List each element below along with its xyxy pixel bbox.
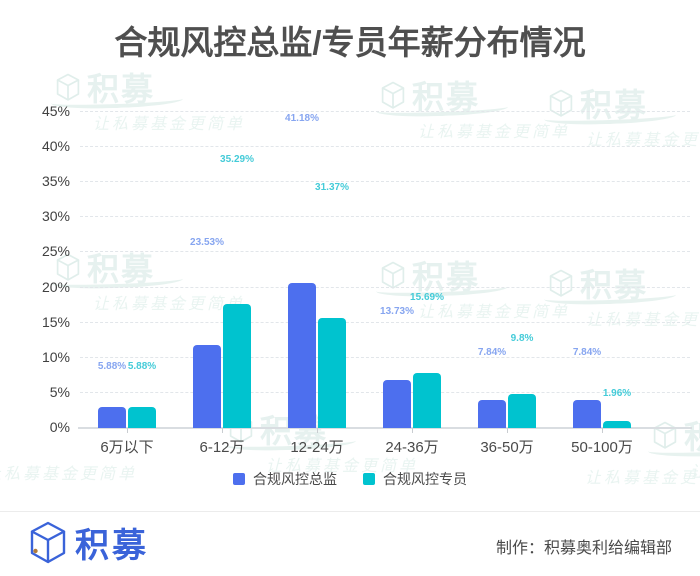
x-axis-category-label: 6-12万 — [199, 439, 245, 456]
gridline — [80, 146, 690, 147]
bar — [128, 407, 156, 428]
chart-title: 合规风控总监/专员年薪分布情况 — [114, 24, 586, 61]
bar-value-label: 5.88% — [127, 361, 157, 372]
x-axis-tick — [602, 428, 603, 433]
legend: 合规风控总监 合规风控专员 — [0, 469, 700, 489]
x-axis-category-label: 36-50万 — [480, 439, 534, 456]
bar-value-label: 7.84% — [477, 347, 507, 358]
gridline — [80, 357, 690, 358]
bar-value-label: 13.73% — [380, 306, 414, 317]
x-axis-tick — [507, 428, 508, 433]
x-axis-tick — [127, 428, 128, 433]
bar — [318, 318, 346, 428]
y-axis-tick-label: 10% — [41, 349, 70, 365]
y-axis-tick-label: 25% — [41, 243, 70, 259]
bar — [98, 407, 126, 428]
y-axis-tick-label: 45% — [41, 103, 70, 119]
legend-item: 合规风控专员 — [363, 469, 467, 489]
bar-value-label: 1.96% — [602, 388, 632, 399]
bar-value-label: 31.37% — [315, 182, 349, 193]
bar — [413, 373, 441, 428]
y-axis-tick-label: 35% — [41, 173, 70, 189]
brand-name: 积募 — [75, 527, 149, 565]
brand-logo: 积募 — [28, 518, 149, 567]
bar — [603, 421, 631, 428]
credit-text: 制作：积募奥利给编辑部 — [495, 540, 672, 557]
bar — [223, 304, 251, 428]
bar-value-label: 9.8% — [510, 333, 534, 344]
x-axis-category-label: 6万以下 — [100, 439, 154, 456]
bar — [383, 380, 411, 428]
footer-divider — [0, 511, 700, 512]
y-axis-tick-label: 15% — [41, 314, 70, 330]
x-axis-category-label: 50-100万 — [571, 439, 633, 456]
legend-label: 合规风控专员 — [383, 471, 467, 487]
gridline — [80, 287, 690, 288]
gridline — [80, 216, 690, 217]
gridline — [80, 111, 690, 112]
bar-value-label: 15.69% — [410, 292, 444, 303]
x-axis-tick — [317, 428, 318, 433]
bar-value-label: 7.84% — [572, 347, 602, 358]
bar-value-label: 5.88% — [97, 361, 127, 372]
bar — [573, 400, 601, 428]
legend-label: 合规风控总监 — [253, 471, 337, 487]
footer: 积募 制作：积募奥利给编辑部 — [0, 512, 700, 576]
plot-area: 5.88% 23.53% 41.18% 13.73% 7.84% 7.84% 5.88% 35… — [78, 111, 692, 429]
bar-value-label: 23.53% — [190, 237, 224, 248]
y-axis-tick-label: 20% — [41, 279, 70, 295]
legend-item: 合规风控总监 — [233, 469, 337, 489]
y-axis-tick-label: 5% — [49, 384, 70, 400]
x-axis-baseline — [78, 427, 692, 429]
cube-icon — [30, 521, 66, 563]
gridline — [80, 251, 690, 252]
legend-color-swatch — [363, 473, 375, 485]
x-axis-category-label: 12-24万 — [290, 439, 344, 456]
x-axis-category-label: 24-36万 — [385, 439, 439, 456]
legend-color-swatch — [233, 473, 245, 485]
y-axis-tick-label: 40% — [41, 138, 70, 154]
bar-value-label: 41.18% — [285, 113, 319, 124]
bar — [288, 283, 316, 428]
bar — [508, 394, 536, 428]
x-axis-tick — [222, 428, 223, 433]
y-axis-tick-label: 0% — [49, 419, 70, 435]
bar — [193, 345, 221, 428]
gridline — [80, 181, 690, 182]
x-axis-tick — [412, 428, 413, 433]
bar — [478, 400, 506, 428]
bar-value-label: 35.29% — [220, 154, 254, 165]
gridline — [80, 322, 690, 323]
y-axis-tick-label: 30% — [41, 208, 70, 224]
